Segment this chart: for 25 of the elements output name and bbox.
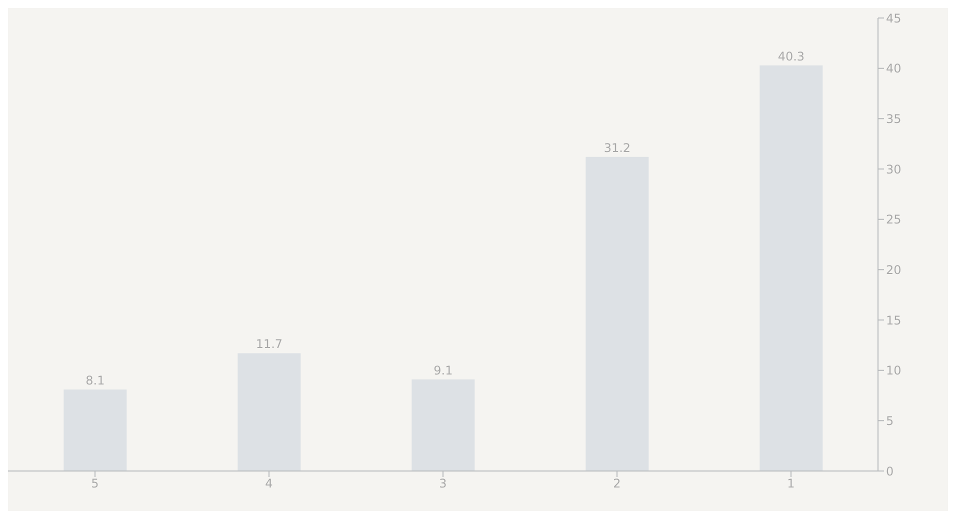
bar (238, 353, 301, 471)
y-tick-label: 45 (886, 11, 902, 26)
data-label: 40.3 (778, 49, 805, 64)
y-tick-label: 35 (886, 112, 902, 126)
x-tick-label: 5 (91, 476, 99, 491)
y-tick-label: 5 (886, 414, 894, 428)
bar (586, 156, 649, 471)
y-tick-label: 20 (886, 262, 902, 277)
y-tick-label: 25 (886, 212, 902, 227)
data-label: 8.1 (86, 373, 105, 388)
y-tick-label: 10 (886, 364, 902, 378)
y-tick-label: 30 (886, 162, 902, 176)
x-tick-label: 2 (613, 476, 621, 491)
y-tick-label: 0 (886, 464, 894, 478)
y-tick-label: 15 (886, 313, 902, 328)
bar (64, 389, 127, 471)
y-tick-label: 40 (886, 62, 902, 76)
bar (412, 379, 475, 471)
x-tick-label: 3 (439, 476, 447, 491)
x-tick-label: 1 (787, 476, 795, 491)
data-label: 31.2 (604, 140, 631, 155)
x-tick-label: 4 (265, 476, 273, 491)
data-label: 11.7 (256, 337, 283, 352)
data-label: 9.1 (434, 363, 453, 378)
bar (760, 65, 823, 471)
